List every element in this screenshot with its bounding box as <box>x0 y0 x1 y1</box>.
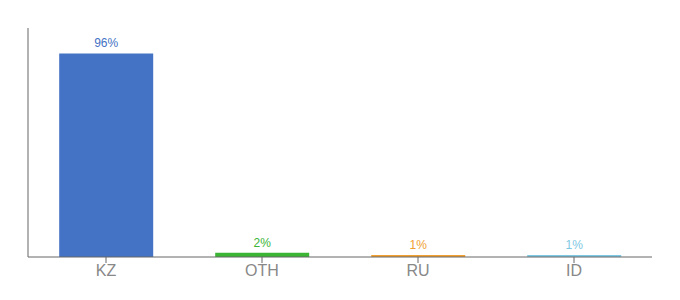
svg-text:96%: 96% <box>94 36 118 50</box>
svg-text:2%: 2% <box>254 236 272 250</box>
svg-text:OTH: OTH <box>245 262 279 279</box>
svg-text:KZ: KZ <box>96 262 117 279</box>
svg-text:ID: ID <box>566 262 582 279</box>
svg-text:RU: RU <box>406 262 429 279</box>
svg-text:1%: 1% <box>566 238 584 252</box>
svg-text:1%: 1% <box>410 238 428 252</box>
